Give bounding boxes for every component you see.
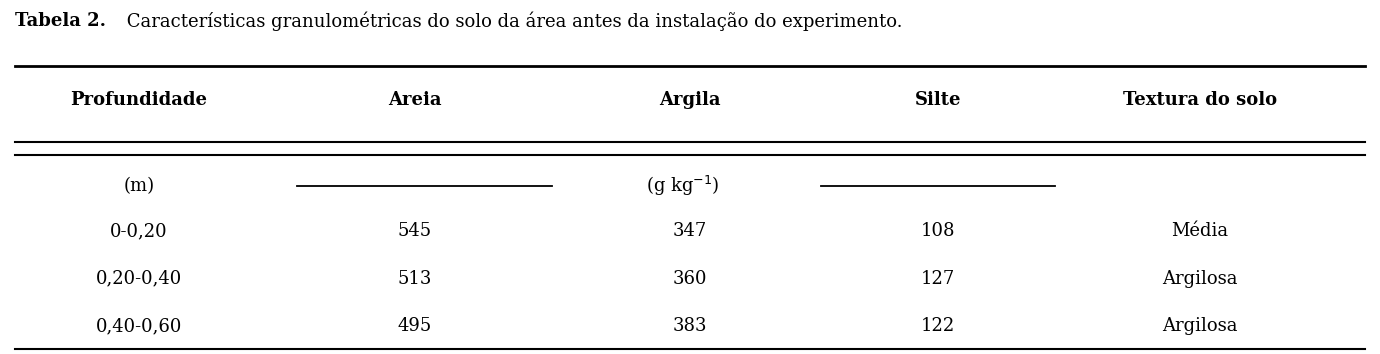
Text: Textura do solo: Textura do solo — [1122, 91, 1276, 109]
Text: 383: 383 — [673, 317, 707, 335]
Text: 0-0,20: 0-0,20 — [110, 222, 168, 240]
Text: 513: 513 — [397, 270, 432, 288]
Text: Areia: Areia — [388, 91, 442, 109]
Text: Argilosa: Argilosa — [1162, 270, 1238, 288]
Text: 0,20-0,40: 0,20-0,40 — [97, 270, 182, 288]
Text: Argila: Argila — [660, 91, 720, 109]
Text: 122: 122 — [920, 317, 955, 335]
Text: (m): (m) — [124, 177, 155, 195]
Text: Características granulométricas do solo da área antes da instalação do experimen: Características granulométricas do solo … — [121, 12, 903, 32]
Text: Tabela 2.: Tabela 2. — [15, 12, 106, 30]
Text: 0,40-0,60: 0,40-0,60 — [97, 317, 182, 335]
Text: 360: 360 — [673, 270, 707, 288]
Text: Silte: Silte — [915, 91, 960, 109]
Text: 127: 127 — [920, 270, 955, 288]
Text: 108: 108 — [920, 222, 955, 240]
Text: 347: 347 — [673, 222, 707, 240]
Text: 495: 495 — [397, 317, 432, 335]
Text: Média: Média — [1172, 222, 1228, 240]
Text: (g kg$^{-1}$): (g kg$^{-1}$) — [646, 174, 720, 198]
Text: Profundidade: Profundidade — [70, 91, 207, 109]
Text: 545: 545 — [397, 222, 432, 240]
Text: Argilosa: Argilosa — [1162, 317, 1238, 335]
